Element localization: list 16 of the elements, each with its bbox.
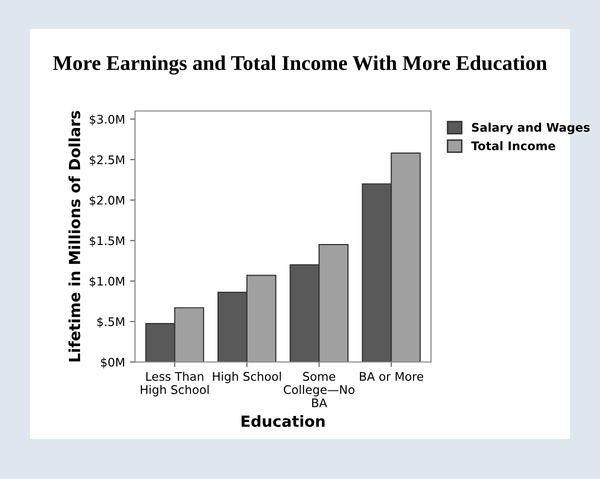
y-tick-label: $1.0M xyxy=(90,276,124,288)
x-axis-title: Education xyxy=(242,415,325,427)
x-tick-label: High School xyxy=(213,372,281,384)
x-tick-label: Some College—No BA xyxy=(284,372,354,408)
x-tick-label: BA or More xyxy=(360,372,424,381)
x-tick-label: Less Than High School xyxy=(140,372,209,396)
y-tick-label: $.5M xyxy=(97,317,124,328)
y-tick-label: $3.0M xyxy=(90,114,124,126)
y-tick-label: $0M xyxy=(101,358,124,368)
y-tick-label: $2.0M xyxy=(90,196,124,206)
y-axis-title: Lifetime in Millions of Dollars xyxy=(68,110,80,362)
legend-label: Salary and Wages xyxy=(472,122,590,134)
legend-label: Total Income xyxy=(471,141,556,150)
y-tick-label: $2.5M xyxy=(90,155,124,166)
chart-title: More Earnings and Total Income With More Education xyxy=(53,55,547,75)
y-tick-label: $1.5M xyxy=(90,236,124,247)
